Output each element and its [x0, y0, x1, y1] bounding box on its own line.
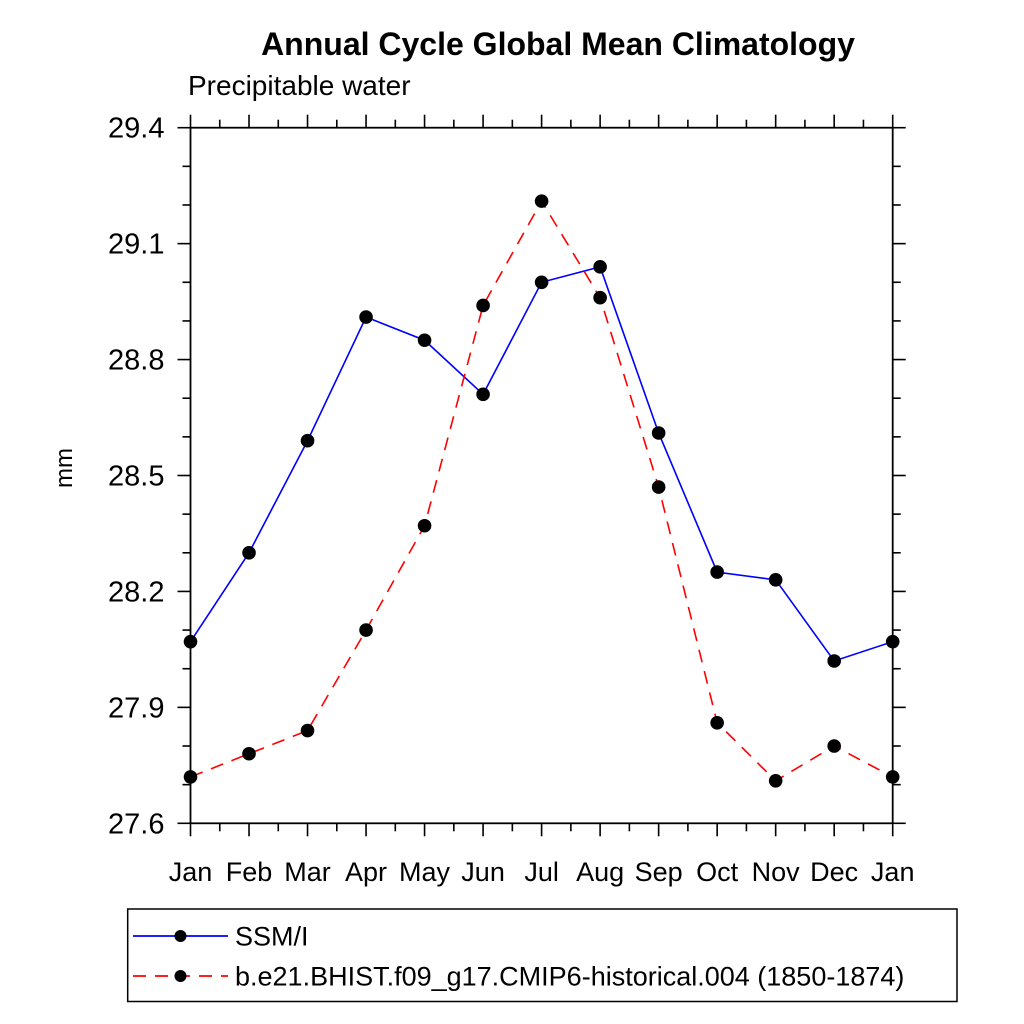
x-tick-label: Aug [576, 857, 624, 887]
data-point-marker [476, 387, 490, 402]
legend-label: SSM/I [235, 922, 309, 952]
x-tick-label: Jan [169, 857, 213, 887]
series-line-0 [189, 265, 893, 662]
data-point-marker [417, 333, 432, 348]
data-point-marker [651, 480, 666, 494]
data-point-marker [300, 433, 315, 448]
data-point-marker [242, 545, 256, 560]
data-point-marker [593, 290, 607, 305]
x-tick-label: Jan [871, 857, 915, 887]
plot-axes: Jan Feb Mar Apr May Jun Jul Aug Sep Oct Nov Dec Jan2… [108, 113, 914, 887]
legend-marker [174, 970, 187, 982]
x-tick-label: Sep [635, 857, 683, 887]
data-point-marker [651, 426, 666, 440]
x-tick-label: Apr [345, 857, 387, 887]
data-point-marker [534, 275, 549, 290]
data-point-marker [183, 770, 198, 784]
data-point-marker [476, 298, 490, 313]
data-point-marker [710, 716, 724, 730]
x-tick-label: Nov [752, 857, 801, 887]
y-tick-label: 27.9 [108, 692, 164, 724]
data-point-marker [827, 654, 841, 668]
data-point-marker [417, 518, 432, 533]
x-tick-label: Dec [810, 857, 858, 887]
data-point-marker [827, 739, 841, 753]
y-tick-label: 28.2 [108, 576, 164, 608]
data-point-marker [534, 194, 549, 208]
legend-box [126, 908, 958, 1003]
legend-label: b.e21.BHIST.f09_g17.CMIP6-historical.004… [235, 962, 904, 992]
chart-subtitle: Precipitable water [188, 70, 411, 101]
legend: SSM/I b.e21.BHIST.f09_g17.CMIP6-historica… [126, 908, 958, 1003]
data-point-marker [183, 634, 198, 649]
data-point-marker [242, 746, 256, 761]
data-point-marker [885, 770, 900, 784]
y-tick-label: 27.6 [108, 808, 164, 840]
plot-box [189, 126, 894, 825]
data-point-marker [300, 723, 315, 738]
x-tick-label: Mar [284, 857, 331, 887]
data-point-marker [710, 565, 724, 579]
chart-title: Annual Cycle Global Mean Climatology [261, 26, 855, 62]
data-point-marker [593, 260, 607, 274]
y-tick-label: 28.8 [108, 345, 164, 377]
x-tick-label: Jun [461, 857, 505, 887]
data-point-marker [768, 573, 783, 587]
x-tick-label: Jul [524, 857, 559, 887]
plot-series [183, 194, 900, 788]
legend-marker [174, 930, 187, 942]
data-point-marker [885, 634, 900, 649]
x-tick-label: Feb [226, 857, 273, 887]
y-axis-title: mm [51, 448, 78, 488]
x-tick-label: May [399, 857, 451, 887]
y-tick-label: 28.5 [108, 461, 164, 493]
data-point-marker [359, 623, 373, 637]
y-tick-label: 29.4 [108, 113, 164, 145]
x-tick-label: Oct [696, 857, 739, 887]
y-tick-label: 29.1 [108, 229, 164, 261]
data-point-marker [359, 310, 373, 324]
data-point-marker [768, 773, 783, 788]
